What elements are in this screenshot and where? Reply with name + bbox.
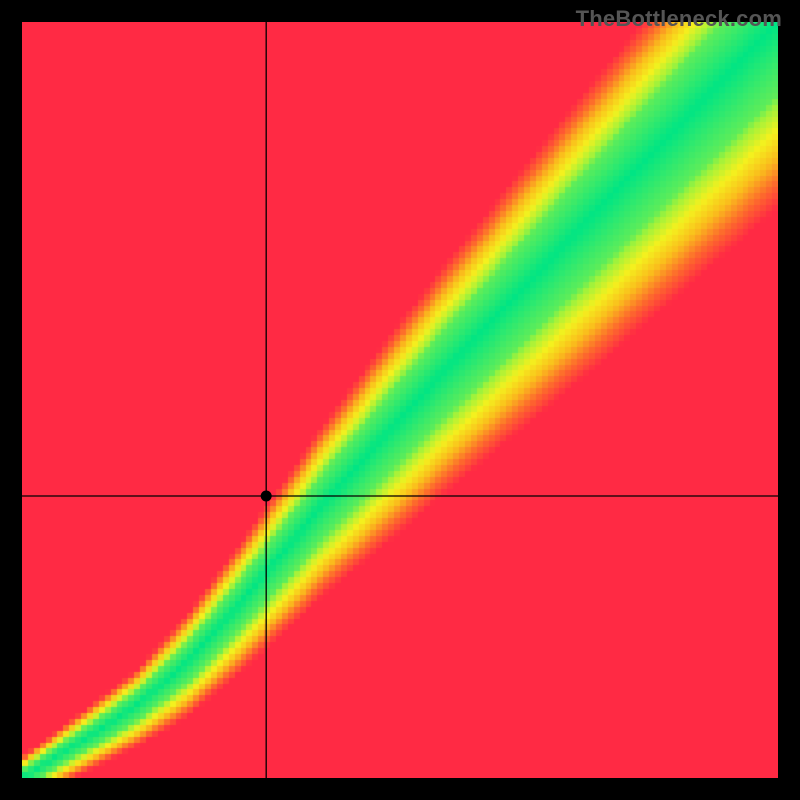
heatmap-canvas — [22, 22, 778, 778]
watermark-text: TheBottleneck.com — [576, 6, 782, 32]
bottleneck-heatmap-container: TheBottleneck.com — [0, 0, 800, 800]
